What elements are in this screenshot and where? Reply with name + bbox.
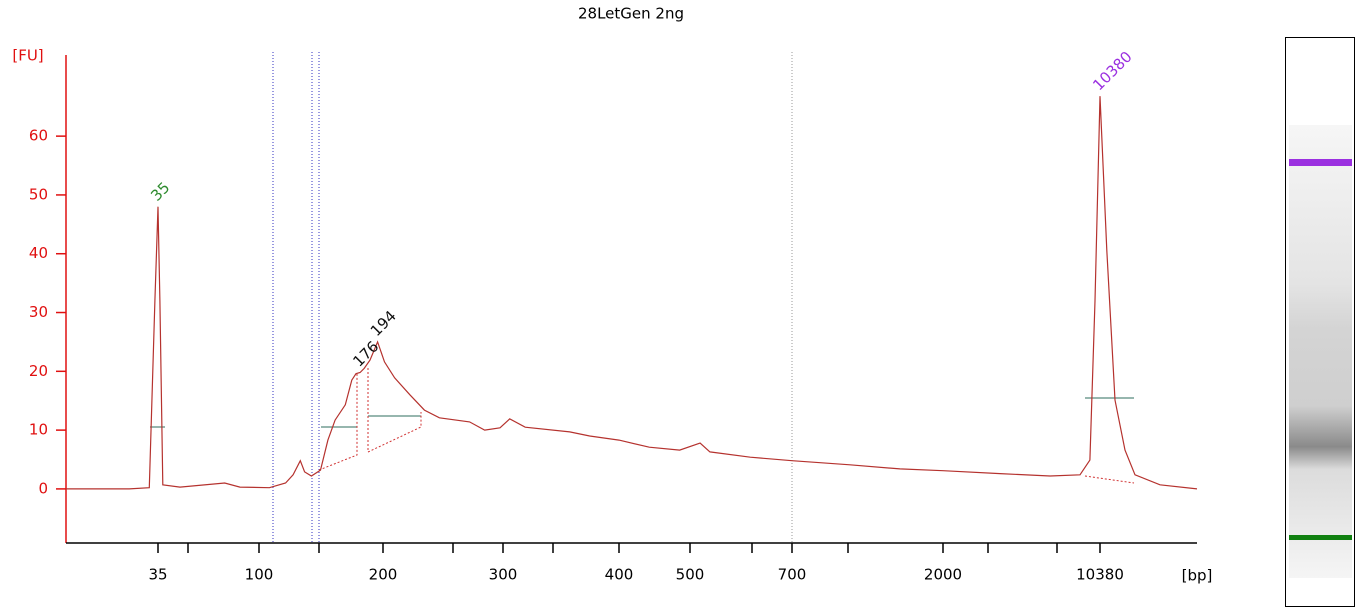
- x-tick-label: 200: [369, 566, 398, 584]
- x-tick-label: 700: [778, 566, 807, 584]
- gel-band-upper: [1289, 159, 1352, 166]
- peak-baseline: [1084, 475, 1135, 484]
- x-tick-label: 35: [148, 566, 167, 584]
- peak-baseline: [367, 368, 422, 453]
- plot-area: 0 10 20 30 40 50 60 35 100 200 300 400 500 700 2000 103…: [29, 48, 1198, 584]
- trace: [66, 96, 1198, 490]
- peak-label: 194: [367, 307, 400, 340]
- y-tick-label: 30: [29, 303, 48, 321]
- peak-baseline: [318, 372, 358, 471]
- peak-label: 35: [147, 178, 173, 204]
- x-tick-label: 500: [676, 566, 705, 584]
- y-tick-label: 10: [29, 421, 48, 439]
- y-tick-label: 40: [29, 244, 48, 262]
- gel-lane: [1285, 37, 1355, 607]
- y-axis-label: [FU]: [12, 47, 43, 65]
- x-tick-label: 10380: [1076, 566, 1124, 584]
- x-tick-label: 2000: [924, 566, 962, 584]
- x-tick-label: 300: [489, 566, 518, 584]
- y-tick-label: 20: [29, 362, 48, 380]
- x-tick-label: 400: [605, 566, 634, 584]
- gel-background: [1289, 125, 1352, 578]
- x-axis-label: [bp]: [1182, 567, 1213, 585]
- y-tick-label: 50: [29, 185, 48, 203]
- chart-title: 28LetGen 2ng: [578, 5, 684, 23]
- x-tick-label: 100: [245, 566, 274, 584]
- y-tick-label: 0: [38, 479, 48, 497]
- peak-annotations: [150, 368, 1135, 484]
- region-markers: [272, 52, 793, 543]
- peak-label: 10380: [1089, 48, 1135, 94]
- gel-band-lower: [1289, 535, 1352, 540]
- y-tick-label: 60: [29, 127, 48, 145]
